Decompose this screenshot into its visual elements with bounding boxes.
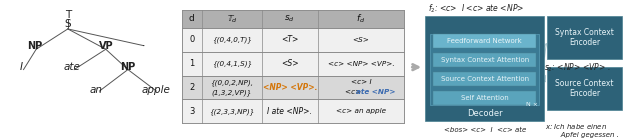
Text: <NP> <VP>.: <NP> <VP>.: [262, 83, 317, 92]
Bar: [182, 100, 404, 123]
Text: 3: 3: [189, 107, 195, 116]
Text: NP: NP: [27, 41, 42, 51]
Bar: [182, 10, 404, 28]
Text: $f_d$: $f_d$: [356, 13, 365, 25]
Text: <c>: <c>: [345, 89, 364, 95]
Text: {(2,3,3,NP)}: {(2,3,3,NP)}: [209, 108, 255, 115]
Text: an: an: [90, 85, 103, 95]
Text: {(0,4,0,T)}: {(0,4,0,T)}: [212, 37, 252, 43]
Bar: [182, 76, 404, 100]
Text: VP: VP: [99, 41, 113, 51]
Text: apple: apple: [142, 85, 171, 95]
Text: <S>: <S>: [353, 37, 369, 43]
Text: 0: 0: [189, 35, 195, 44]
Text: .: .: [142, 38, 145, 48]
Text: 2: 2: [189, 83, 195, 92]
FancyBboxPatch shape: [430, 34, 539, 105]
Text: NP: NP: [120, 62, 136, 72]
FancyBboxPatch shape: [433, 53, 536, 67]
Text: ate: ate: [64, 62, 81, 72]
Text: $\mathbb{T}_d$: $\mathbb{T}_d$: [227, 13, 237, 25]
Text: Decoder: Decoder: [467, 109, 502, 118]
Text: <bos> <c>  I  <c> ate: <bos> <c> I <c> ate: [444, 127, 526, 133]
Bar: [182, 28, 404, 52]
FancyBboxPatch shape: [433, 72, 536, 86]
Text: <T>: <T>: [281, 35, 299, 44]
Text: $\mathit{x}$: Ich habe einen
       Apfel gegessen .: $\mathit{x}$: Ich habe einen Apfel geges…: [545, 122, 620, 138]
Text: (1,3,2,VP)}: (1,3,2,VP)}: [212, 89, 252, 96]
Text: ate <NP>: ate <NP>: [356, 89, 396, 95]
FancyBboxPatch shape: [547, 16, 622, 59]
Bar: [182, 52, 404, 76]
Text: S: S: [65, 19, 71, 29]
Text: d: d: [189, 14, 195, 23]
FancyBboxPatch shape: [433, 34, 536, 48]
Text: $s_d$: $s_d$: [285, 14, 295, 24]
FancyBboxPatch shape: [433, 91, 536, 105]
FancyBboxPatch shape: [425, 16, 544, 121]
Text: $f_2$: <c>  I <c> ate <NP>: $f_2$: <c> I <c> ate <NP>: [428, 2, 525, 15]
FancyBboxPatch shape: [547, 67, 622, 110]
Text: Syntax Context Attention: Syntax Context Attention: [440, 57, 529, 63]
Text: Source Context
Encoder: Source Context Encoder: [556, 79, 614, 98]
Text: {(0,0,2,NP),: {(0,0,2,NP),: [211, 79, 253, 86]
Text: Self Attention: Self Attention: [461, 95, 509, 101]
Text: T: T: [65, 10, 71, 20]
Text: I ate <NP>.: I ate <NP>.: [268, 107, 312, 116]
Text: {(0,4,1,S)}: {(0,4,1,S)}: [212, 60, 252, 67]
Text: 1: 1: [189, 59, 195, 68]
Text: Feedforward Network: Feedforward Network: [447, 38, 522, 44]
Text: I: I: [20, 62, 23, 72]
Text: <S>: <S>: [281, 59, 299, 68]
Text: N ×: N ×: [526, 102, 538, 107]
Text: Syntax Context
Encoder: Syntax Context Encoder: [556, 28, 614, 47]
Text: Source Context Attention: Source Context Attention: [441, 76, 529, 82]
Text: <c> <NP> <VP>.: <c> <NP> <VP>.: [328, 61, 394, 67]
Text: $s_2$: <NP> <VP> .: $s_2$: <NP> <VP> .: [544, 61, 611, 74]
Text: <c> an apple: <c> an apple: [336, 108, 386, 114]
Text: <c> I: <c> I: [351, 79, 371, 85]
